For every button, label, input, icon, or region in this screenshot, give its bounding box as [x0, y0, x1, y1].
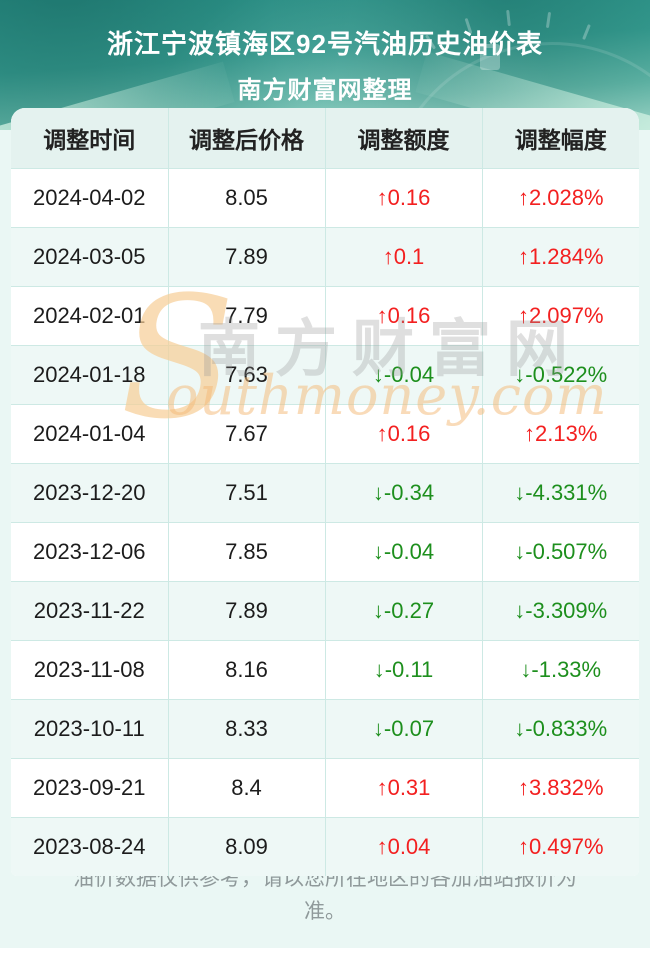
column-header: 调整后价格: [168, 108, 326, 169]
price-cell: 7.51: [168, 463, 326, 523]
table-row: 2023-10-11 8.33 ↓-0.07 ↓-0.833%: [11, 699, 639, 759]
change-cell: ↓-0.11: [325, 640, 483, 700]
date-cell: 2023-10-11: [11, 699, 169, 759]
rate-cell: ↓-0.507%: [482, 522, 639, 582]
price-cell: 8.4: [168, 758, 326, 818]
date-cell: 2024-04-02: [11, 168, 169, 228]
change-cell: ↑0.04: [325, 817, 483, 876]
change-cell: ↓-0.07: [325, 699, 483, 759]
table-row: 2024-01-04 7.67 ↑0.16 ↑2.13%: [11, 404, 639, 464]
page-title: 浙江宁波镇海区92号汽油历史油价表: [107, 29, 543, 59]
rate-cell: ↓-0.522%: [482, 345, 639, 405]
price-cell: 7.79: [168, 286, 326, 346]
footer-note-line2: 准。: [304, 900, 346, 923]
rate-cell: ↑2.097%: [482, 286, 639, 346]
change-cell: ↑0.16: [325, 404, 483, 464]
table-row: 2023-08-24 8.09 ↑0.04 ↑0.497%: [11, 817, 639, 876]
table-body: 2024-04-02 8.05 ↑0.16 ↑2.028% 2024-03-05 7.89…: [11, 168, 639, 876]
change-cell: ↑0.31: [325, 758, 483, 818]
table-row: 2023-11-08 8.16 ↓-0.11 ↓-1.33%: [11, 640, 639, 700]
table-row: 2023-09-21 8.4 ↑0.31 ↑3.832%: [11, 758, 639, 818]
column-header: 调整时间: [11, 108, 169, 169]
date-cell: 2023-08-24: [11, 817, 169, 876]
price-cell: 7.89: [168, 581, 326, 641]
price-cell: 7.67: [168, 404, 326, 464]
bottom-white-strip: [0, 948, 650, 980]
price-cell: 8.16: [168, 640, 326, 700]
change-cell: ↑0.16: [325, 286, 483, 346]
rate-cell: ↑0.497%: [482, 817, 639, 876]
date-cell: 2023-12-20: [11, 463, 169, 523]
date-cell: 2024-02-01: [11, 286, 169, 346]
change-cell: ↓-0.34: [325, 463, 483, 523]
change-cell: ↑0.1: [325, 227, 483, 287]
table-row: 2023-11-22 7.89 ↓-0.27 ↓-3.309%: [11, 581, 639, 641]
fuel-pump-icon: [480, 44, 500, 70]
price-table-card: 调整时间 调整后价格 调整额度 调整幅度 2024-04-02 8.05 ↑0.16 ↑2.…: [11, 108, 639, 876]
date-cell: 2024-01-18: [11, 345, 169, 405]
price-cell: 7.85: [168, 522, 326, 582]
price-cell: 8.05: [168, 168, 326, 228]
header-row: 调整时间 调整后价格 调整额度 调整幅度: [11, 108, 639, 169]
table-header: 调整时间 调整后价格 调整额度 调整幅度: [11, 108, 639, 169]
date-cell: 2023-11-08: [11, 640, 169, 700]
date-cell: 2023-09-21: [11, 758, 169, 818]
date-cell: 2024-03-05: [11, 227, 169, 287]
price-cell: 7.63: [168, 345, 326, 405]
date-cell: 2024-01-04: [11, 404, 169, 464]
rate-cell: ↑1.284%: [482, 227, 639, 287]
rate-cell: ↑2.028%: [482, 168, 639, 228]
table-row: 2024-04-02 8.05 ↑0.16 ↑2.028%: [11, 168, 639, 228]
rate-cell: ↑3.832%: [482, 758, 639, 818]
column-header: 调整幅度: [482, 108, 639, 169]
price-cell: 8.09: [168, 817, 326, 876]
price-table: 调整时间 调整后价格 调整额度 调整幅度 2024-04-02 8.05 ↑0.16 ↑2.…: [11, 108, 639, 876]
rate-cell: ↓-4.331%: [482, 463, 639, 523]
change-cell: ↓-0.27: [325, 581, 483, 641]
column-header: 调整额度: [325, 108, 483, 169]
table-row: 2023-12-20 7.51 ↓-0.34 ↓-4.331%: [11, 463, 639, 523]
table-row: 2024-03-05 7.89 ↑0.1 ↑1.284%: [11, 227, 639, 287]
price-cell: 8.33: [168, 699, 326, 759]
table-row: 2023-12-06 7.85 ↓-0.04 ↓-0.507%: [11, 522, 639, 582]
rate-cell: ↓-3.309%: [482, 581, 639, 641]
price-cell: 7.89: [168, 227, 326, 287]
change-cell: ↑0.16: [325, 168, 483, 228]
date-cell: 2023-11-22: [11, 581, 169, 641]
table-row: 2024-02-01 7.79 ↑0.16 ↑2.097%: [11, 286, 639, 346]
rate-cell: ↑2.13%: [482, 404, 639, 464]
date-cell: 2023-12-06: [11, 522, 169, 582]
rate-cell: ↓-1.33%: [482, 640, 639, 700]
table-row: 2024-01-18 7.63 ↓-0.04 ↓-0.522%: [11, 345, 639, 405]
page-subtitle: 南方财富网整理: [237, 77, 413, 104]
rate-cell: ↓-0.833%: [482, 699, 639, 759]
change-cell: ↓-0.04: [325, 345, 483, 405]
change-cell: ↓-0.04: [325, 522, 483, 582]
